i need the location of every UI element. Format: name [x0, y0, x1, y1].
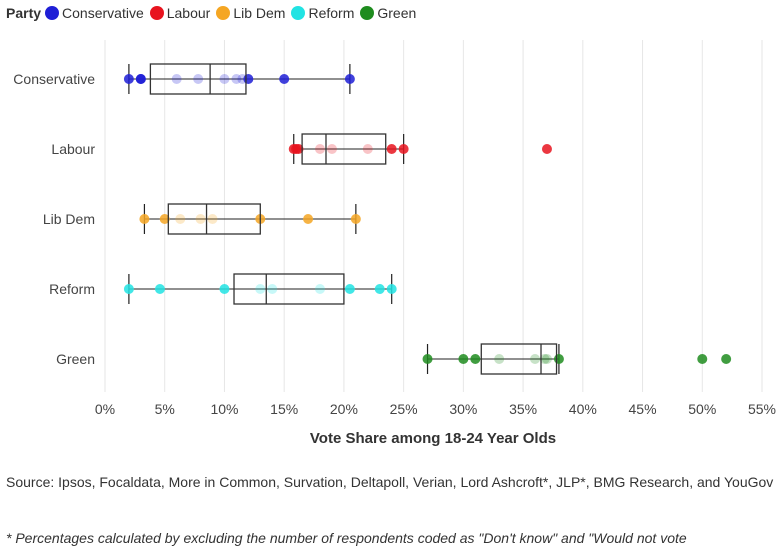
- data-point: [279, 74, 290, 84]
- data-point: [398, 144, 409, 154]
- legend: Party Conservative Labour Lib Dem Reform Gre…: [6, 4, 422, 22]
- legend-swatch: [216, 6, 231, 20]
- data-point: [207, 214, 218, 224]
- box: [301, 133, 387, 165]
- data-point: [494, 354, 505, 364]
- data-point: [123, 284, 134, 294]
- data-point: [541, 354, 552, 364]
- y-category-label: Conservative: [13, 71, 95, 87]
- legend-swatch: [45, 6, 60, 20]
- x-tick-label: 5%: [155, 401, 175, 417]
- data-point: [374, 284, 385, 294]
- y-category-label: Reform: [49, 281, 95, 297]
- legend-swatch: [360, 6, 375, 20]
- legend-label: Labour: [166, 5, 211, 21]
- x-tick-label: 20%: [330, 401, 358, 417]
- data-point: [697, 354, 708, 364]
- x-tick-label: 15%: [270, 401, 298, 417]
- data-point: [386, 284, 397, 294]
- box: [167, 203, 261, 235]
- legend-item-reform: Reform: [291, 5, 354, 21]
- x-tick-label: 45%: [629, 401, 657, 417]
- x-tick-label: 10%: [210, 401, 238, 417]
- data-point: [219, 284, 230, 294]
- y-category-label: Labour: [51, 141, 95, 157]
- box: [149, 63, 247, 95]
- legend-swatch: [291, 6, 306, 20]
- data-point: [315, 144, 326, 154]
- data-point: [255, 284, 266, 294]
- legend-item-lib-dem: Lib Dem: [216, 5, 285, 21]
- y-category-label: Lib Dem: [43, 211, 95, 227]
- data-point: [530, 354, 541, 364]
- data-point: [386, 144, 397, 154]
- x-tick-label: 50%: [688, 401, 716, 417]
- box: [233, 273, 345, 305]
- data-point: [326, 144, 337, 154]
- x-tick-label: 35%: [509, 401, 537, 417]
- data-point: [219, 74, 230, 84]
- data-point: [539, 354, 550, 364]
- x-tick-label: 55%: [748, 401, 776, 417]
- data-point: [243, 74, 254, 84]
- data-point: [154, 284, 165, 294]
- x-tick-label: 0%: [95, 401, 115, 417]
- data-point: [350, 214, 361, 224]
- data-point: [171, 74, 182, 84]
- data-point: [553, 354, 564, 364]
- data-point: [159, 214, 170, 224]
- footnote: * Percentages calculated by excluding th…: [6, 530, 687, 546]
- data-point: [344, 284, 355, 294]
- data-point: [422, 354, 433, 364]
- data-point: [195, 214, 206, 224]
- data-point: [193, 74, 204, 84]
- x-tick-label: 30%: [449, 401, 477, 417]
- legend-label: Conservative: [62, 5, 144, 21]
- box-plot-chart: 0% 5% 10% 15% 20% 25% 30% 35% 40% 45% 50% 55% Vote S…: [13, 40, 776, 447]
- data-point: [231, 74, 242, 84]
- legend-label: Reform: [308, 5, 355, 21]
- data-point: [721, 354, 732, 364]
- data-point: [315, 284, 326, 294]
- data-point: [470, 354, 481, 364]
- x-tick-label: 40%: [569, 401, 597, 417]
- source-note: Source: Ipsos, Focaldata, More in Common…: [6, 474, 774, 490]
- data-point: [123, 74, 134, 84]
- data-point: [175, 214, 186, 224]
- data-point: [303, 214, 314, 224]
- legend-item-conservative: Conservative: [45, 5, 144, 21]
- legend-label: Green: [377, 5, 417, 21]
- data-point: [344, 74, 355, 84]
- data-point: [362, 144, 373, 154]
- data-point: [293, 144, 304, 154]
- legend-item-green: Green: [360, 5, 416, 21]
- legend-item-labour: Labour: [149, 5, 211, 21]
- legend-title: Party: [6, 5, 42, 21]
- data-point: [541, 144, 552, 154]
- legend-label: Lib Dem: [233, 5, 286, 21]
- data-point: [458, 354, 469, 364]
- data-point: [139, 214, 150, 224]
- data-point: [135, 74, 146, 84]
- box: [480, 343, 558, 375]
- data-point: [267, 284, 278, 294]
- y-category-label: Green: [56, 351, 95, 367]
- x-axis-title: Vote Share among 18-24 Year Olds: [310, 430, 556, 447]
- legend-swatch: [149, 6, 164, 20]
- x-tick-label: 25%: [390, 401, 418, 417]
